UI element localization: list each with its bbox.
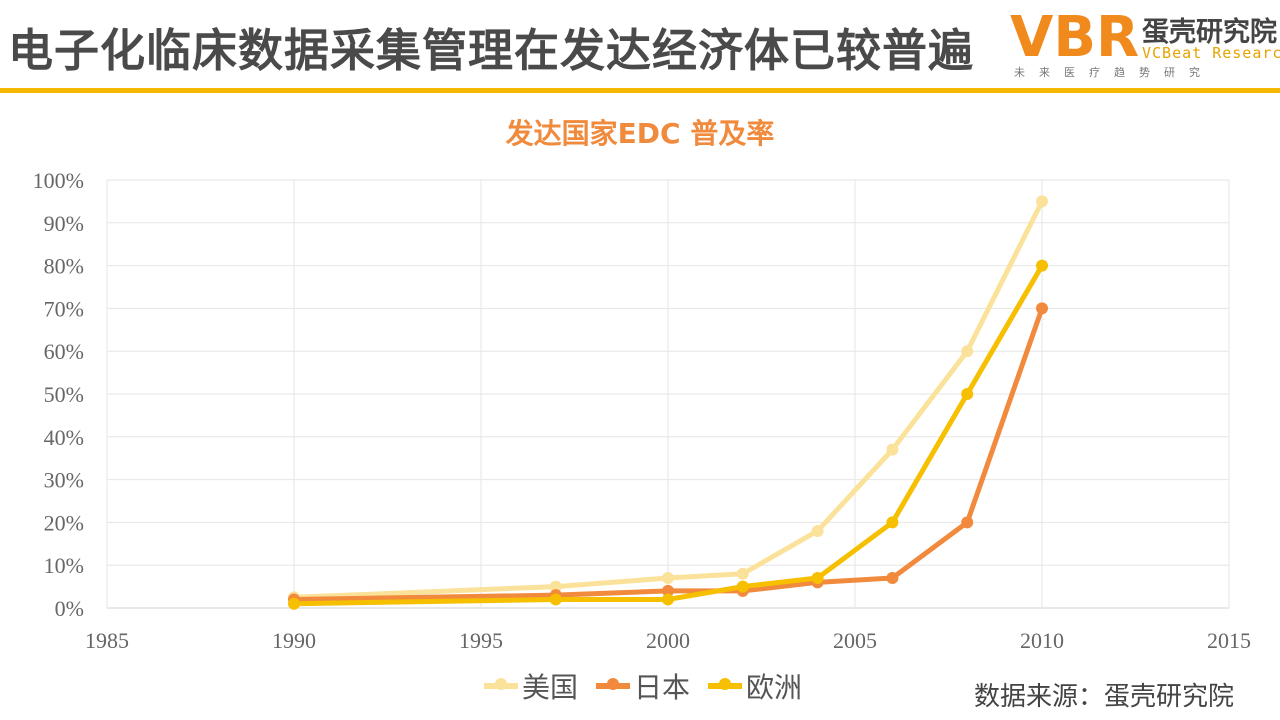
- data-point: [288, 597, 300, 610]
- legend-label-europe: 欧洲: [746, 671, 803, 704]
- legend-label-usa: 美国: [522, 671, 579, 704]
- x-tick-label: 1995: [459, 628, 503, 653]
- data-point: [1036, 259, 1048, 272]
- data-point: [662, 593, 674, 606]
- data-point: [736, 580, 749, 593]
- legend-item-europe: 欧洲: [708, 666, 802, 706]
- chart-title: 发达国家EDC 普及率: [505, 117, 775, 150]
- y-tick-label: 100%: [33, 168, 84, 193]
- data-point: [961, 388, 974, 400]
- y-tick-label: 20%: [44, 510, 84, 535]
- page-title: 电子化临床数据采集管理在发达经济体已较普遍: [8, 24, 975, 77]
- x-tick-label: 1990: [272, 628, 316, 653]
- chart-legend: 美国 日本 欧洲: [484, 666, 820, 706]
- x-tick-label: 1985: [85, 628, 129, 653]
- y-tick-label: 50%: [44, 382, 84, 407]
- data-point: [961, 516, 974, 529]
- legend-item-japan: 日本: [596, 666, 690, 706]
- y-tick-label: 0%: [55, 596, 84, 621]
- logo-name: 蛋壳研究院: [1142, 17, 1277, 48]
- data-point: [549, 580, 562, 593]
- data-point: [549, 593, 562, 606]
- y-tick-label: 10%: [44, 553, 84, 578]
- data-point: [662, 572, 674, 585]
- data-point: [886, 443, 899, 456]
- data-point: [811, 524, 824, 537]
- logo-mark-text: VBR: [1010, 6, 1138, 62]
- series-line-1: [291, 305, 1045, 602]
- legend-label-japan: 日本: [634, 671, 691, 704]
- x-tick-label: 2015: [1207, 628, 1251, 653]
- chart-series: [288, 195, 1048, 610]
- data-point: [811, 572, 824, 585]
- logo-english-name: VCBeat Research: [1142, 44, 1280, 62]
- legend-marker-usa: [484, 678, 518, 690]
- x-tick-label: 2010: [1020, 628, 1064, 653]
- y-tick-label: 80%: [44, 254, 84, 279]
- legend-item-usa: 美国: [484, 666, 578, 706]
- title-divider: [0, 88, 1280, 93]
- y-tick-label: 70%: [44, 296, 84, 321]
- chart-grid: [106, 179, 1230, 609]
- logo-tagline: 未来医疗趋势研究: [1014, 66, 1214, 79]
- data-point: [961, 345, 974, 358]
- legend-marker-japan: [596, 678, 631, 690]
- vbr-logo-mark: VBR: [1010, 5, 1139, 70]
- vcbeat-logo: VBR 蛋壳研究院 VCBeat Research 未来医疗趋势研究: [1010, 5, 1280, 84]
- x-tick-label: 2000: [646, 628, 690, 653]
- y-tick-label: 30%: [44, 468, 84, 493]
- y-tick-label: 90%: [44, 211, 84, 236]
- data-source-note: 数据来源：蛋壳研究院: [974, 682, 1235, 712]
- data-point: [736, 567, 749, 580]
- data-point: [886, 516, 899, 529]
- data-point: [1036, 195, 1048, 208]
- y-tick-label: 60%: [44, 339, 84, 364]
- x-tick-label: 2005: [833, 628, 877, 653]
- chart-axes: 0% 10% 20% 30% 40% 50% 60% 70% 80% 90% 100% 1985 199…: [33, 168, 1251, 653]
- data-point: [662, 584, 674, 597]
- series-line-2: [291, 263, 1045, 607]
- legend-marker-europe: [708, 678, 743, 690]
- data-point: [1036, 302, 1048, 315]
- series-line-0: [291, 198, 1045, 600]
- data-point: [886, 572, 899, 585]
- y-tick-label: 40%: [44, 425, 84, 450]
